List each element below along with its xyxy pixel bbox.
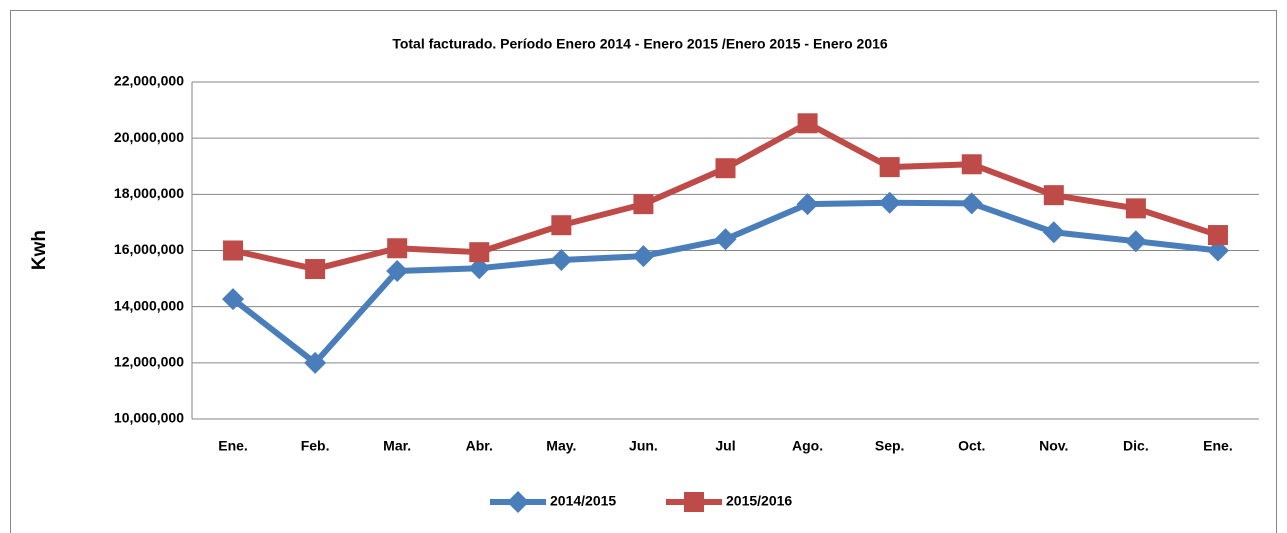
point: [796, 193, 819, 216]
x-tick-label: Abr.: [466, 438, 493, 454]
x-tick-label: Ene.: [218, 438, 248, 454]
point: [961, 154, 982, 175]
point: [222, 288, 245, 311]
point: [304, 351, 327, 374]
chart-title: Total facturado. Período Enero 2014 - En…: [392, 36, 888, 52]
y-tick-label: 10,000,000: [114, 410, 184, 426]
y-tick-label: 18,000,000: [114, 185, 184, 201]
point: [633, 194, 654, 215]
point: [550, 249, 573, 272]
point: [714, 228, 737, 251]
series-line: [231, 199, 1219, 366]
x-tick-label: Sep.: [875, 438, 905, 454]
point: [879, 157, 900, 178]
y-tick-label: 14,000,000: [114, 297, 184, 313]
point: [1043, 185, 1064, 206]
legend-label: 2015/2016: [726, 493, 792, 509]
legend-marker: [507, 491, 529, 513]
point: [305, 259, 326, 280]
point: [387, 238, 408, 259]
point: [1124, 230, 1147, 253]
y-tick-label: 20,000,000: [114, 129, 184, 145]
x-tick-label: Mar.: [383, 438, 411, 454]
point: [960, 192, 983, 215]
point: [551, 215, 572, 236]
x-tick-label: Jun.: [629, 438, 658, 454]
point: [632, 245, 655, 268]
point: [223, 240, 244, 261]
chart-border: [10, 10, 1277, 533]
y-tick-label: 16,000,000: [114, 241, 184, 257]
y-axis-label: Kwh: [29, 230, 50, 270]
x-tick-label: Jul: [715, 438, 735, 454]
point: [468, 257, 491, 280]
point: [1125, 198, 1146, 219]
point: [715, 158, 736, 179]
legend-label: 2014/2015: [550, 493, 616, 509]
point: [1042, 221, 1065, 244]
legend-marker: [684, 492, 704, 512]
x-tick-label: Ago.: [792, 438, 823, 454]
x-tick-label: Nov.: [1039, 438, 1068, 454]
point: [797, 113, 818, 134]
x-tick-label: Dic.: [1123, 438, 1149, 454]
point: [878, 191, 901, 214]
x-tick-label: Ene.: [1203, 438, 1233, 454]
y-tick-label: 12,000,000: [114, 354, 184, 370]
point: [1207, 225, 1228, 246]
x-tick-label: May.: [546, 438, 576, 454]
x-tick-label: Oct.: [958, 438, 985, 454]
x-tick-label: Feb.: [301, 438, 330, 454]
point: [386, 260, 409, 283]
point: [469, 242, 490, 263]
y-tick-label: 22,000,000: [114, 73, 184, 89]
